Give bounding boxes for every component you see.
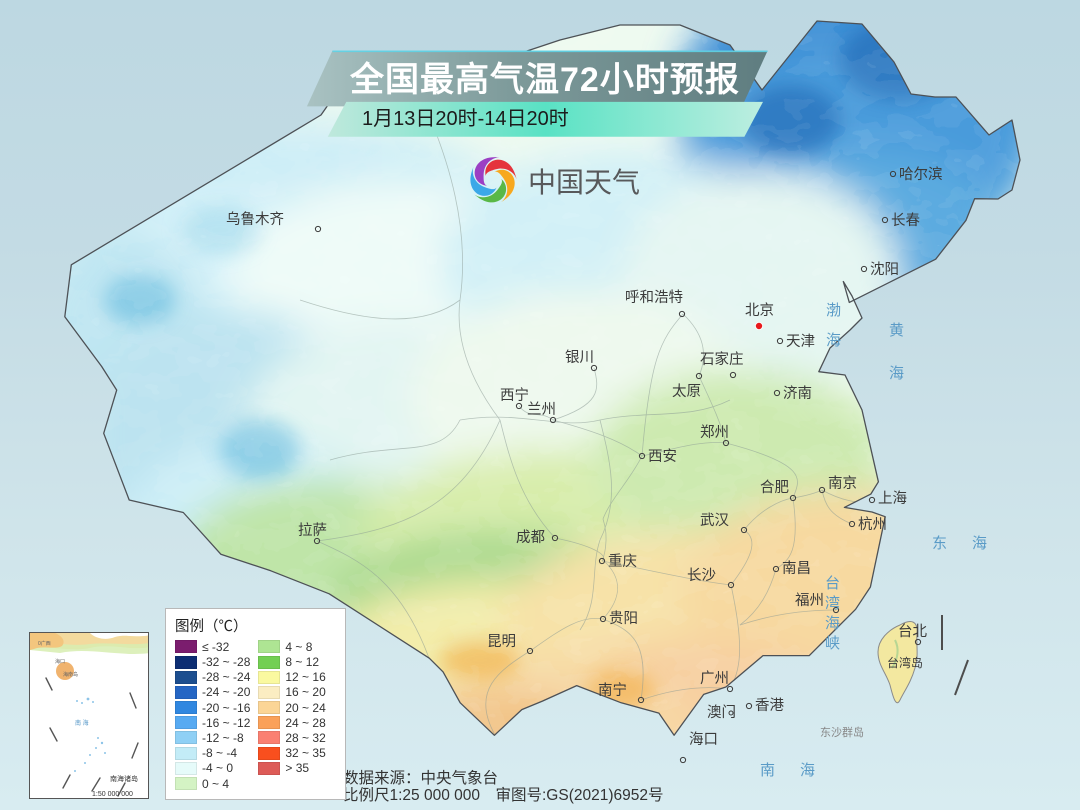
svg-text:郑州: 郑州 (700, 424, 729, 441)
svg-text:海: 海 (826, 332, 841, 349)
svg-text:海口: 海口 (55, 658, 65, 665)
svg-text:海口: 海口 (689, 731, 718, 748)
svg-text:南: 南 (760, 762, 775, 779)
svg-text:南昌: 南昌 (782, 560, 811, 577)
svg-text:比例尺1:25 000 000 审图号:GS(2021)69: 比例尺1:25 000 000 审图号:GS(2021)6952号 (343, 786, 664, 804)
svg-text:合肥: 合肥 (760, 479, 789, 496)
svg-text:南海诸岛: 南海诸岛 (110, 774, 138, 783)
svg-text:全国最高气温72小时预报: 全国最高气温72小时预报 (349, 60, 740, 99)
svg-text:澳门: 澳门 (707, 704, 736, 721)
svg-text:武汉: 武汉 (700, 512, 729, 529)
svg-text:昆明: 昆明 (487, 634, 516, 650)
svg-text:香港: 香港 (755, 697, 784, 714)
svg-text:长沙: 长沙 (687, 567, 716, 584)
svg-text:海: 海 (889, 365, 904, 382)
svg-text:1:50 000 000: 1:50 000 000 (92, 791, 133, 798)
svg-text:1月13日20时-14日20时: 1月13日20时-14日20时 (362, 107, 569, 130)
svg-text:呼和浩特: 呼和浩特 (625, 289, 683, 306)
svg-text:南京: 南京 (828, 475, 857, 492)
svg-text:杭州: 杭州 (858, 516, 887, 533)
svg-text:海: 海 (800, 762, 815, 779)
svg-text:海南岛: 海南岛 (63, 671, 78, 678)
svg-text:上海: 上海 (878, 490, 907, 507)
svg-text:峡: 峡 (825, 635, 840, 652)
svg-text:台湾岛: 台湾岛 (887, 655, 923, 670)
svg-text:石家庄: 石家庄 (700, 350, 744, 368)
svg-text:太原: 太原 (672, 383, 701, 400)
svg-text:北京: 北京 (745, 302, 774, 319)
svg-text:成都: 成都 (516, 529, 545, 546)
svg-text:兰州: 兰州 (527, 401, 556, 418)
svg-text:南宁: 南宁 (598, 682, 627, 699)
svg-text:南 海: 南 海 (75, 719, 89, 727)
svg-text:台: 台 (825, 575, 840, 592)
svg-text:海: 海 (825, 615, 840, 632)
svg-text:海: 海 (972, 535, 987, 552)
svg-text:黄: 黄 (889, 322, 904, 339)
svg-text:福州: 福州 (795, 592, 824, 609)
svg-text:哈尔滨: 哈尔滨 (899, 166, 943, 183)
svg-text:渤: 渤 (826, 302, 841, 319)
svg-text:贵阳: 贵阳 (609, 610, 638, 627)
svg-text:数据来源：中央气象台: 数据来源：中央气象台 (343, 769, 498, 787)
svg-text:沈阳: 沈阳 (870, 261, 899, 278)
svg-text:中国天气: 中国天气 (528, 167, 640, 198)
svg-text:东沙群岛: 东沙群岛 (820, 725, 864, 739)
svg-text:重庆: 重庆 (608, 553, 637, 570)
svg-text:天津: 天津 (786, 333, 815, 350)
svg-text:台北: 台北 (898, 623, 927, 640)
svg-text:长春: 长春 (891, 212, 920, 229)
svg-text:湾: 湾 (825, 595, 840, 612)
svg-text:广州: 广州 (700, 670, 729, 687)
svg-text:0广西: 0广西 (38, 640, 51, 647)
svg-text:拉萨: 拉萨 (298, 522, 327, 539)
svg-text:东: 东 (932, 535, 947, 552)
svg-text:银川: 银川 (565, 349, 594, 366)
svg-text:乌鲁木齐: 乌鲁木齐 (226, 211, 284, 228)
svg-text:济南: 济南 (783, 385, 812, 402)
svg-text:西宁: 西宁 (500, 387, 529, 404)
svg-text:西安: 西安 (648, 448, 677, 465)
